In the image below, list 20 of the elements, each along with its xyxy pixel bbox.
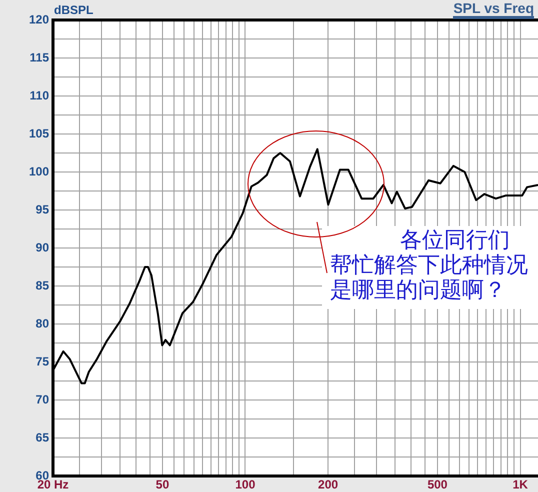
y-tick-label: 80: [36, 316, 50, 330]
y-axis-title: dBSPL: [54, 3, 94, 17]
y-tick-label: 115: [30, 50, 50, 64]
chart-title: SPL vs Freq: [453, 0, 534, 19]
x-tick-label: 1K: [512, 478, 528, 492]
y-tick-label: 65: [36, 430, 50, 444]
x-tick-label: 200: [318, 478, 338, 492]
y-tick-label: 90: [36, 240, 50, 254]
y-tick-label: 75: [36, 354, 50, 368]
x-tick-label: 100: [235, 478, 256, 492]
y-tick-label: 70: [36, 392, 50, 406]
y-tick-label: 100: [28, 164, 50, 178]
x-tick-label: 500: [427, 478, 448, 492]
annotation: 各位同行们帮忙解答下此种情况是哪里的问题啊？: [322, 226, 538, 309]
y-tick-label: 95: [36, 202, 50, 216]
y-tick-label: 105: [28, 126, 50, 140]
y-tick-label: 110: [30, 88, 50, 102]
y-tick-label: 85: [36, 278, 50, 292]
x-tick-label: 50: [156, 478, 170, 492]
y-tick-label: 120: [28, 12, 50, 26]
